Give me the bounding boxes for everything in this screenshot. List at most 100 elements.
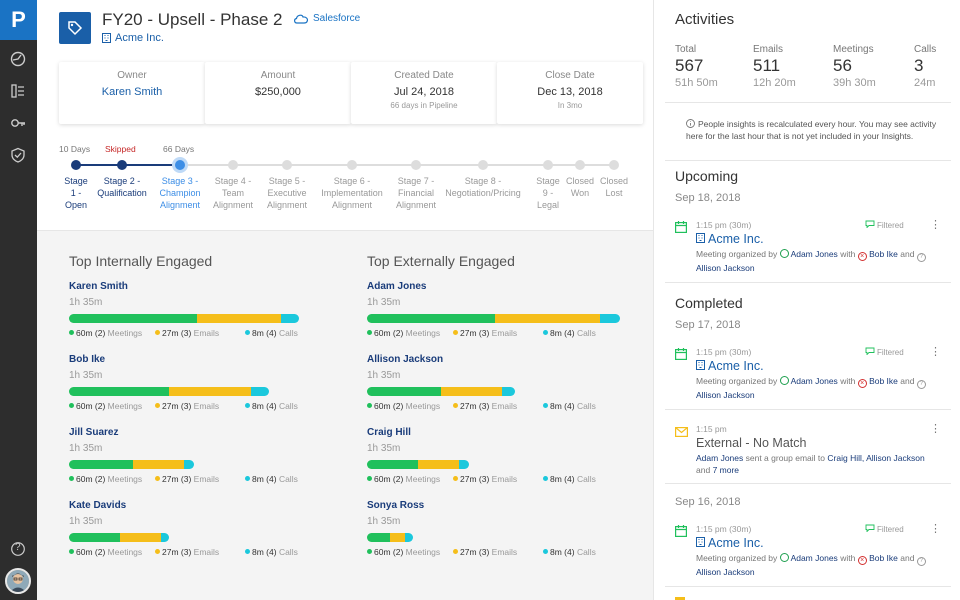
stage-label[interactable]: Stage 8 - Negotiation/Pricing	[438, 175, 528, 199]
stage-label-line: Alignment	[159, 200, 201, 211]
stage-dot[interactable]	[175, 160, 185, 170]
calls-legend-item: 8m (4) Calls	[245, 401, 298, 411]
more-options-icon[interactable]: ⋮	[930, 523, 941, 535]
meetings-dot	[69, 330, 74, 335]
engagement-legend: 60m (2) Meetings 27m (3) Emails 8m (4) Cal…	[69, 547, 325, 559]
meetings-label: Meetings	[405, 547, 441, 557]
stage-label[interactable]: Stage 4 - Team Alignment	[188, 175, 278, 211]
engagement-bar	[69, 460, 325, 469]
key-icon[interactable]	[9, 114, 27, 132]
stage-label[interactable]: Stage 5 - Executive Alignment	[242, 175, 332, 211]
person-name[interactable]: Craig Hill	[367, 427, 411, 438]
stage-label[interactable]: Stage 2 - Qualification	[77, 175, 167, 199]
activity-time: 1:15 pm (30m)	[696, 524, 752, 534]
person-name[interactable]: Allison Jackson	[367, 354, 444, 365]
stage-label[interactable]: Closed Won	[535, 175, 625, 199]
stage-label[interactable]: Stage 7 - Financial Alignment	[371, 175, 461, 211]
attendee-link[interactable]: Bob Ike	[869, 376, 898, 386]
meetings-segment	[69, 533, 120, 542]
stage-dot[interactable]	[609, 160, 619, 170]
meetings-value: 60m (2)	[374, 401, 404, 411]
stage-dot[interactable]	[282, 160, 292, 170]
activity-name[interactable]: Acme Inc.	[696, 536, 764, 550]
person-name[interactable]: Adam Jones	[367, 281, 427, 292]
emails-label: Emails	[193, 474, 220, 484]
more-options-icon[interactable]: ⋮	[930, 423, 941, 435]
stage-connector	[76, 164, 122, 166]
recipients-link[interactable]: Craig Hill, Allison Jackson	[827, 453, 925, 463]
stage-dot[interactable]	[543, 160, 553, 170]
stage-label-line: Closed	[565, 176, 594, 186]
calls-segment	[184, 460, 194, 469]
stat-label: Total	[675, 44, 697, 55]
divider	[665, 282, 951, 283]
attendee-link[interactable]: Allison Jackson	[696, 567, 755, 577]
emails-segment	[441, 387, 502, 396]
activity-name[interactable]: External - No Match	[696, 436, 806, 450]
person-name[interactable]: Jill Suarez	[69, 427, 119, 438]
emails-segment	[197, 314, 281, 323]
organizer-link[interactable]: Adam Jones	[790, 376, 838, 386]
attendee-link[interactable]: Allison Jackson	[696, 263, 755, 273]
emails-dot	[155, 549, 160, 554]
stage-dot[interactable]	[575, 160, 585, 170]
person-name[interactable]: Bob Ike	[69, 354, 106, 365]
attendee-link[interactable]: Bob Ike	[869, 249, 898, 259]
stage-dot[interactable]	[411, 160, 421, 170]
stage-label[interactable]: Stage 1 - Open	[31, 175, 121, 211]
attendee-link[interactable]: Allison Jackson	[696, 390, 755, 400]
stat-value: 567	[675, 56, 704, 75]
activity-description: Meeting organized by Adam Jones with × B…	[696, 375, 936, 401]
more-options-icon[interactable]: ⋮	[930, 219, 941, 231]
stage-label[interactable]: Stage 9 - Legal	[503, 175, 593, 211]
list-icon[interactable]	[9, 82, 27, 100]
stage-label[interactable]: Closed Lost	[569, 175, 659, 199]
stage-label[interactable]: Stage 6 - Implementation Alignment	[307, 175, 397, 211]
emails-legend-item: 27m (3) Emails	[453, 328, 517, 338]
avatar[interactable]	[5, 568, 31, 594]
activity-name[interactable]: Acme Inc.	[696, 359, 764, 373]
organizer-link[interactable]: Adam Jones	[790, 249, 838, 259]
stage-label-line: Stage 8 -	[464, 176, 502, 186]
stage-dot[interactable]	[347, 160, 357, 170]
activity-description: Meeting organized by Adam Jones with × B…	[696, 552, 936, 578]
attendee-link[interactable]: Bob Ike	[869, 553, 898, 563]
sender-link[interactable]: Adam Jones	[696, 453, 744, 463]
organizer-link[interactable]: Adam Jones	[790, 553, 838, 563]
emails-label: Emails	[193, 547, 220, 557]
activity-date: Sep 16, 2018	[675, 496, 741, 508]
organized-text: Meeting organized by	[696, 376, 778, 386]
meetings-segment	[367, 314, 495, 323]
comment-icon	[865, 220, 875, 230]
activity-time: 1:15 pm (30m)	[696, 220, 752, 230]
stage-dot[interactable]	[478, 160, 488, 170]
with-text: with	[840, 249, 856, 259]
meetings-segment	[367, 460, 418, 469]
help-icon[interactable]: ?	[9, 540, 27, 558]
engaged-person: Adam Jones 1h 35m 60m (2) Meetings 27m (3) …	[367, 281, 623, 340]
stage-dot[interactable]	[228, 160, 238, 170]
salesforce-link[interactable]: Salesforce	[293, 13, 360, 24]
declined-icon: ×	[857, 556, 867, 565]
stage-connector	[416, 164, 483, 166]
accepted-icon	[779, 553, 789, 562]
more-options-icon[interactable]: ⋮	[930, 346, 941, 358]
person-name[interactable]: Kate Davids	[69, 500, 127, 511]
person-name[interactable]: Karen Smith	[69, 281, 128, 292]
stage-label[interactable]: Stage 3 - Champion Alignment	[135, 175, 225, 211]
stage-dot[interactable]	[117, 160, 127, 170]
dashboard-icon[interactable]	[9, 50, 27, 68]
stage-label-line: Negotiation/Pricing	[445, 188, 521, 199]
account-name: Acme Inc.	[115, 32, 164, 44]
engagement-section: Top Internally Engaged Karen Smith 1h 35m…	[37, 230, 653, 600]
person-name[interactable]: Sonya Ross	[367, 500, 425, 511]
activity-name[interactable]: Acme Inc.	[696, 232, 764, 246]
shield-icon[interactable]	[9, 146, 27, 164]
more-recipients-link[interactable]: 7 more	[712, 465, 740, 476]
app-logo[interactable]: P	[0, 0, 37, 40]
engagement-bar	[367, 387, 623, 396]
owner-value[interactable]: Karen Smith	[101, 86, 163, 98]
account-link[interactable]: Acme Inc.	[102, 32, 164, 44]
stage-dot[interactable]	[71, 160, 81, 170]
owner-card: Owner Karen Smith	[59, 62, 205, 124]
